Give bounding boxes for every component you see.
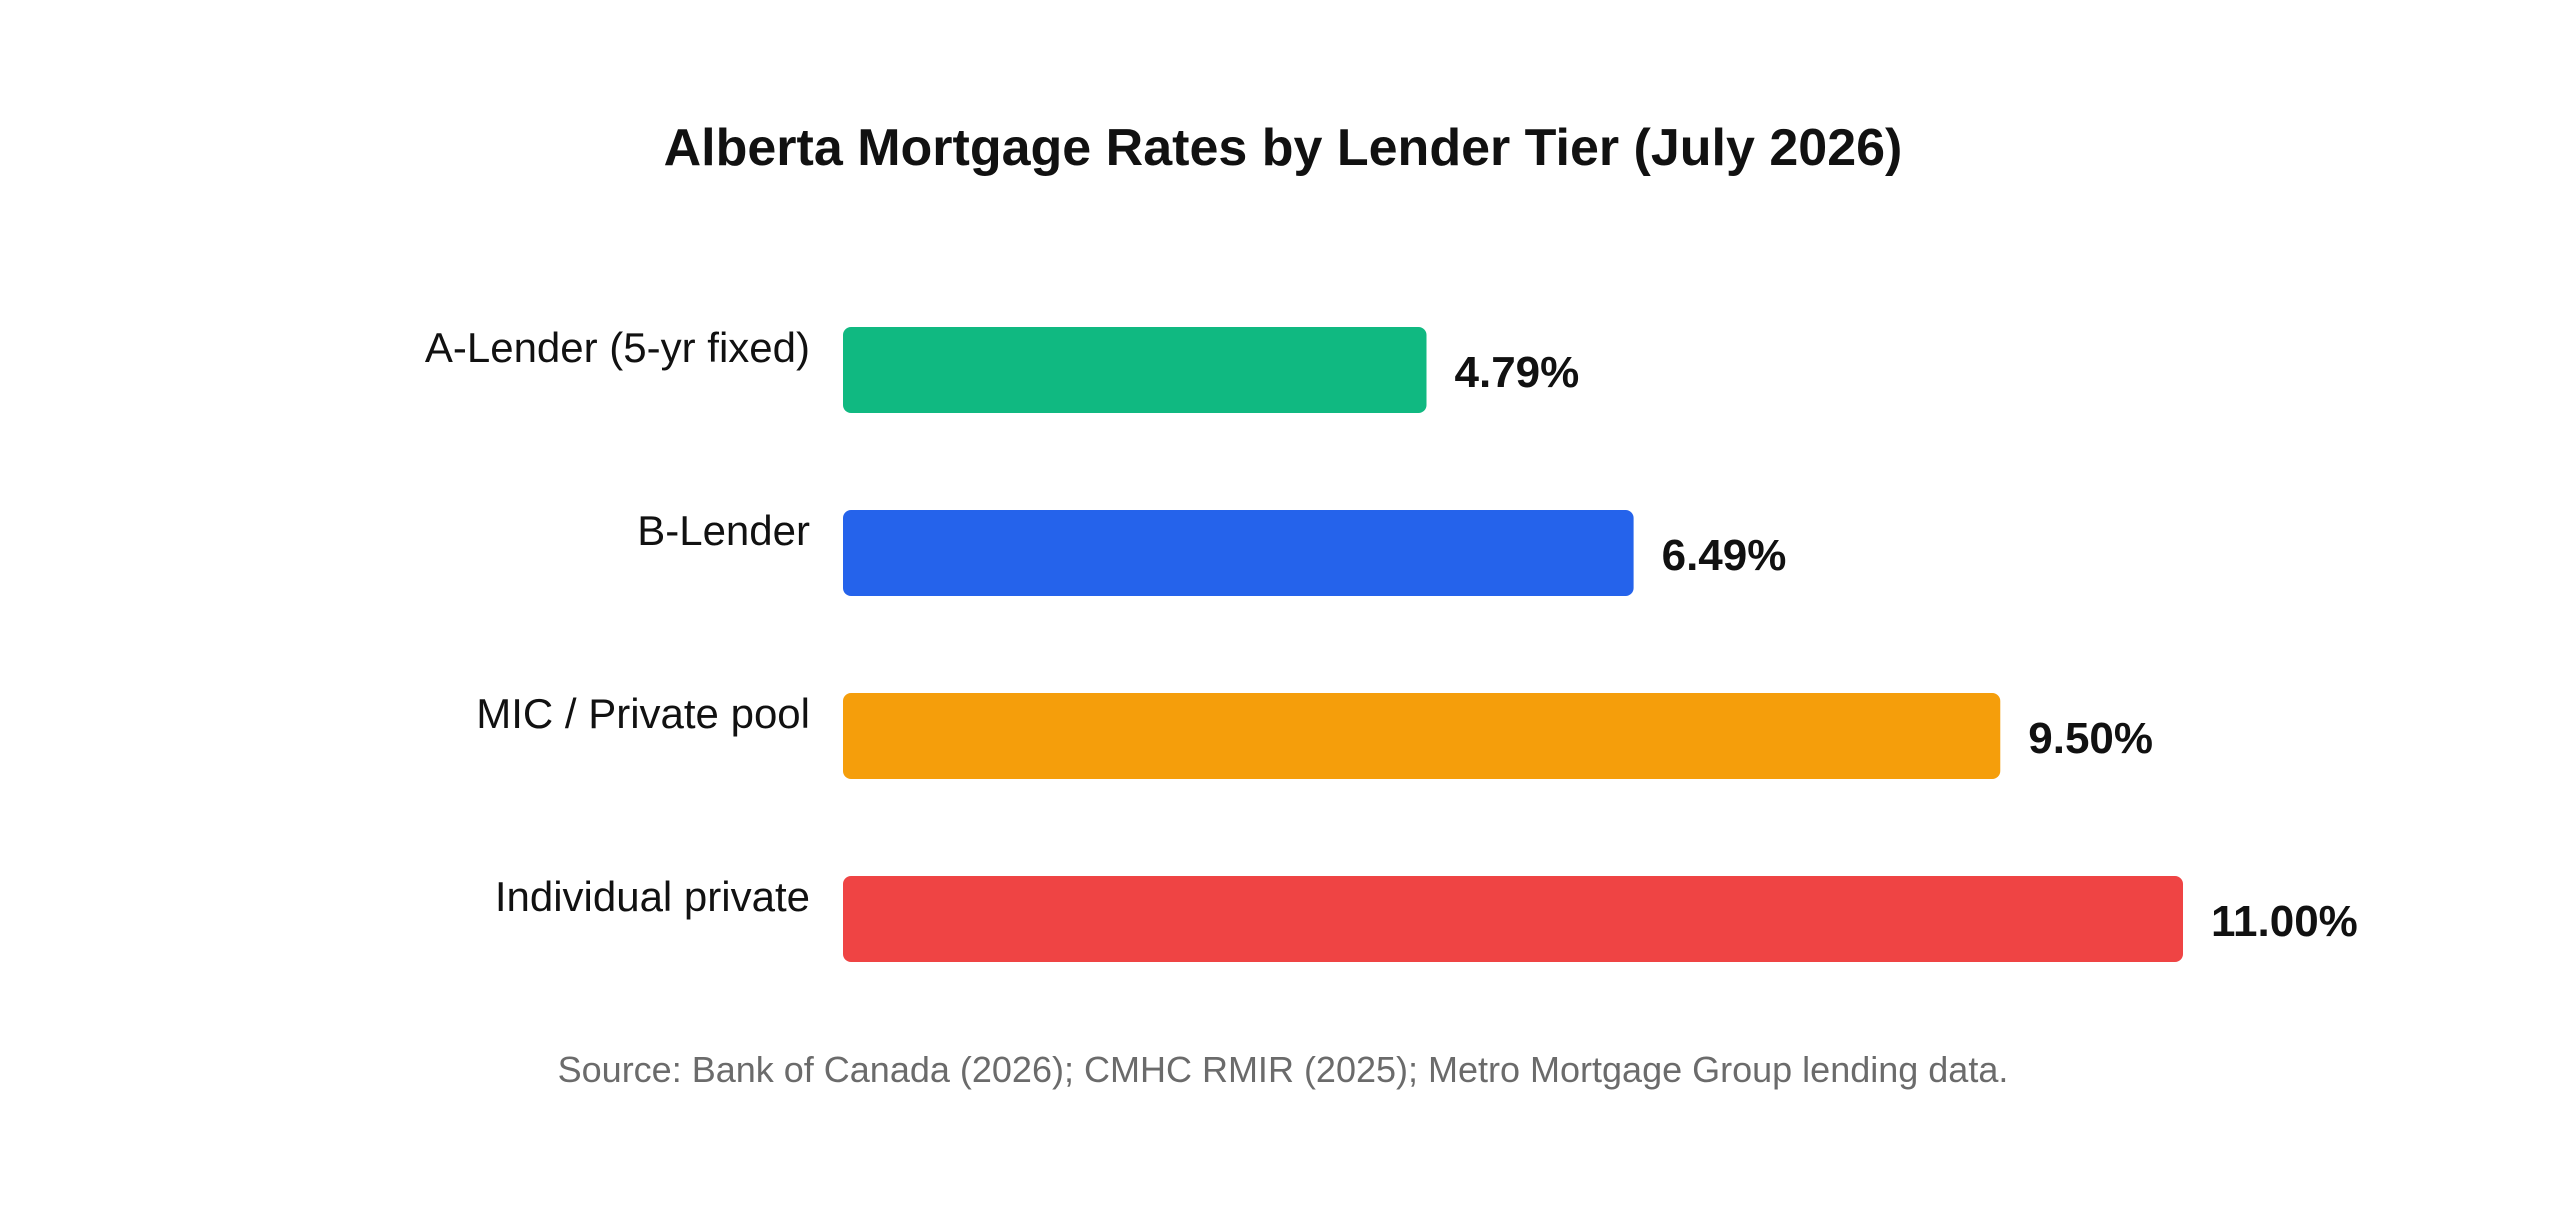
bars-group: A-Lender (5-yr fixed) 4.79% B-Lender 6.49% M… [425, 324, 2358, 962]
value-label: 9.50% [2028, 714, 2153, 763]
bar [843, 876, 2183, 962]
category-label: Individual private [495, 873, 810, 920]
chart-title: Alberta Mortgage Rates by Lender Tier (J… [664, 119, 1903, 177]
bar [843, 693, 2001, 779]
category-label: MIC / Private pool [476, 690, 810, 737]
value-label: 6.49% [1662, 531, 1787, 580]
bar [843, 510, 1634, 596]
chart-source-note: Source: Bank of Canada (2026); CMHC RMIR… [558, 1049, 2009, 1090]
value-label: 11.00% [2211, 897, 2358, 946]
value-label: 4.79% [1455, 348, 1580, 397]
bar [843, 327, 1427, 413]
category-label: A-Lender (5-yr fixed) [425, 324, 810, 371]
category-label: B-Lender [637, 507, 810, 554]
